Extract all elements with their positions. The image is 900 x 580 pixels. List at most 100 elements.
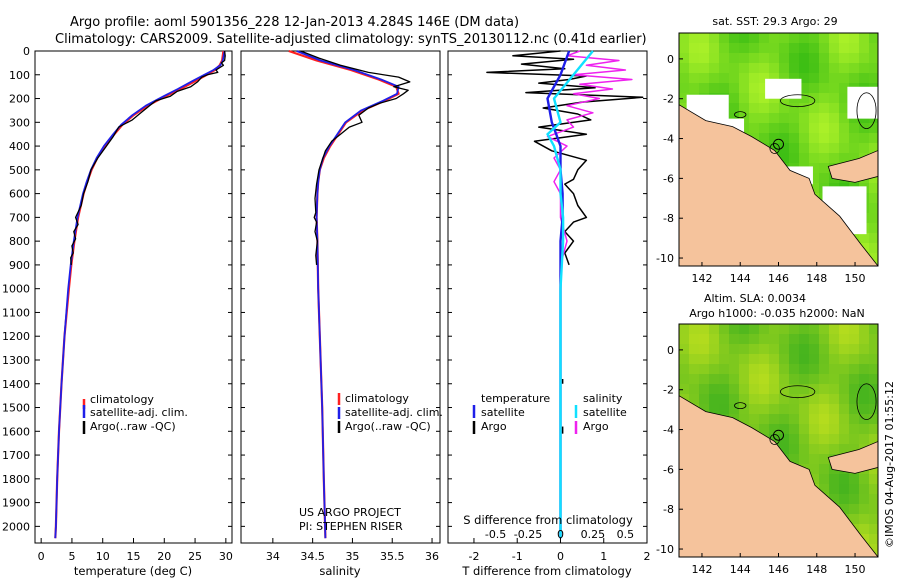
legend-label-satellite-sal: satellite-adj. clim.: [345, 406, 443, 419]
map-cell: [769, 103, 779, 113]
map-cell: [799, 384, 809, 394]
map-cell: [869, 544, 878, 554]
x-tick-label: 34.5: [300, 550, 325, 563]
map-cell: [719, 43, 729, 53]
map-cell: [849, 384, 859, 394]
series-line-t-argo: [486, 50, 644, 266]
map-cell: [679, 344, 689, 354]
map-cell: [819, 484, 829, 494]
map-cell: [739, 93, 749, 103]
map-cell: [869, 414, 878, 424]
map-cell: [689, 33, 699, 43]
map-cell: [839, 53, 849, 63]
map-cell: [689, 63, 699, 73]
map-cell: [839, 153, 849, 163]
map-cell: [799, 424, 809, 434]
map-cell: [719, 354, 729, 364]
legend-label-climatology-sal: climatology: [345, 392, 409, 405]
map-cell: [699, 394, 709, 404]
map-cell: [809, 33, 819, 43]
map-cell: [759, 133, 769, 143]
map-cell: [839, 504, 849, 514]
legend-label-s-argo: Argo: [583, 420, 609, 433]
map-cell: [789, 53, 799, 63]
x-tick-label: -1: [512, 550, 523, 563]
map-cell: [839, 43, 849, 53]
map-cell: [789, 324, 799, 334]
missing-data-patch: [847, 86, 878, 119]
map-cell: [749, 73, 759, 83]
map-cell: [789, 334, 799, 344]
map-cell: [679, 364, 689, 374]
series-line-climatology: [54, 50, 225, 539]
map-cell: [869, 73, 878, 83]
map-cell: [769, 33, 779, 43]
map-cell: [779, 374, 789, 384]
map-cell: [839, 103, 849, 113]
map-cell: [829, 474, 839, 484]
map-cell: [859, 384, 869, 394]
map-cell: [769, 123, 779, 133]
map-cell: [739, 374, 749, 384]
map-cell: [719, 53, 729, 63]
map-cell: [759, 324, 769, 334]
map-cell: [799, 93, 809, 103]
map-cell: [839, 424, 849, 434]
depth-tick-label: 500: [9, 164, 30, 177]
map-cell: [849, 63, 859, 73]
map-cell: [809, 434, 819, 444]
map-cell: [779, 414, 789, 424]
map-cell: [819, 384, 829, 394]
map-cell: [739, 33, 749, 43]
argo-position-marker: [773, 138, 784, 150]
map-cell: [749, 334, 759, 344]
map-cell: [809, 374, 819, 384]
map-cell: [869, 424, 878, 434]
map-cell: [719, 83, 729, 93]
difference-panel: -2 -1 0 1 2 -0.5 -0.25 0 0.25 0.5 T difference fr…: [447, 50, 651, 578]
series-line-s-argo: [546, 50, 633, 266]
lon-tick-label: 142: [691, 272, 712, 285]
map-cell: [869, 53, 878, 63]
map-cell: [759, 123, 769, 133]
map-cell: [689, 374, 699, 384]
map-cell: [739, 113, 749, 123]
map-cell: [719, 344, 729, 354]
map-cell: [839, 394, 849, 404]
lon-tick-label: 150: [845, 272, 866, 285]
depth-tick-label: 1000: [2, 283, 30, 296]
s-tick-label: -0.25: [514, 528, 542, 541]
map-cell: [759, 374, 769, 384]
map-cell: [859, 364, 869, 374]
map-cell: [759, 113, 769, 123]
salinity-panel: 34 34.5 35 35.5 36 salinity climatology sate…: [240, 49, 443, 578]
map-cell: [779, 63, 789, 73]
map-cell: [829, 424, 839, 434]
map-body: [679, 33, 878, 266]
map-cell: [799, 394, 809, 404]
project-annotation: US ARGO PROJECT: [299, 506, 401, 519]
map-cell: [809, 384, 819, 394]
map-cell: [809, 444, 819, 454]
depth-tick-label: 200: [9, 93, 30, 106]
legend-label-t-satellite: satellite: [481, 406, 525, 419]
map-cell: [749, 404, 759, 414]
sst-map-title: sat. SST: 29.3 Argo: 29: [712, 15, 837, 28]
map-cell: [759, 414, 769, 424]
sla-map: 142 144 146 148 150 0 -2 -4 -6 -8 -10: [656, 323, 879, 576]
x-tick-label: 20: [157, 550, 171, 563]
map-cell: [839, 123, 849, 133]
map-cell: [849, 494, 859, 504]
map-cell: [849, 364, 859, 374]
map-cell: [749, 344, 759, 354]
map-cell: [869, 364, 878, 374]
map-cell: [699, 364, 709, 374]
map-cell: [719, 73, 729, 83]
map-cell: [839, 63, 849, 73]
map-cell: [849, 374, 859, 384]
map-cell: [789, 113, 799, 123]
map-cell: [789, 384, 799, 394]
map-cell: [809, 173, 819, 183]
map-cell: [869, 173, 878, 183]
map-cell: [769, 384, 779, 394]
